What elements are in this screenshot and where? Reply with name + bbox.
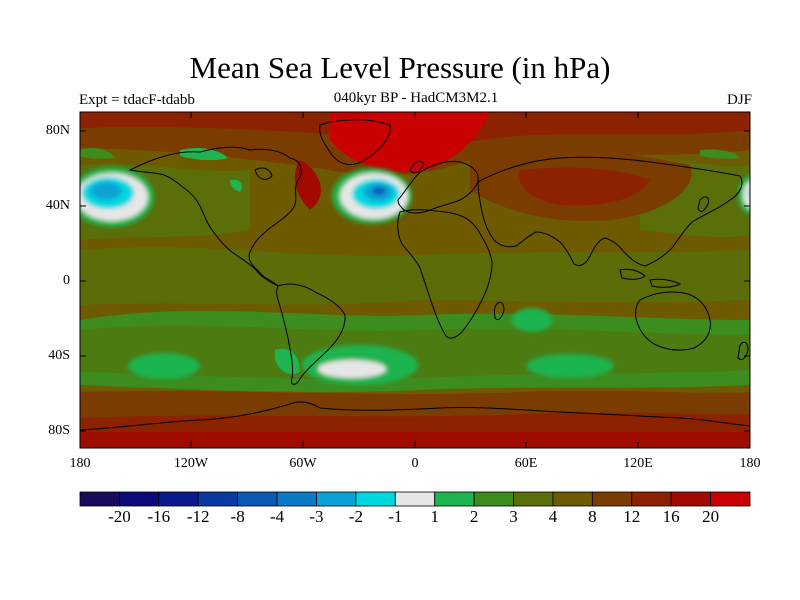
- colorbar-tick-label: 8: [588, 507, 597, 526]
- pressure-field: [80, 112, 750, 448]
- colorbar-tick-label: 20: [702, 507, 720, 526]
- lon-tick-180e: 180: [739, 456, 761, 471]
- colorbar-swatch: [473, 491, 514, 507]
- colorbar-tick-label: -4: [269, 507, 285, 526]
- colorbar-tick-label: 4: [548, 507, 558, 526]
- patch-patagonia: [275, 348, 300, 375]
- north-atlantic-low: [332, 168, 412, 224]
- coast-north-america: [128, 146, 302, 287]
- colorbar-swatch: [670, 491, 711, 507]
- lat-tick-80s: 80S: [48, 423, 70, 438]
- colorbar-tick-label: -3: [309, 507, 324, 526]
- lon-tick-120w: 120W: [173, 456, 209, 471]
- colorbar-tick-label: 3: [509, 507, 518, 526]
- coast-hudson-bay: [254, 167, 273, 180]
- coast-indonesia-2: [649, 278, 682, 288]
- lon-tick-120e: 120E: [623, 456, 653, 471]
- lat-tick-40s: 40S: [48, 348, 70, 363]
- colorbar-tick-label: 2: [469, 507, 479, 526]
- coast-japan: [697, 196, 709, 212]
- colorbar-tick-label: -12: [186, 507, 210, 526]
- season-label: DJF: [726, 92, 752, 108]
- colorbar-tick-label: 12: [623, 507, 641, 526]
- lat-tick-40n: 40N: [45, 198, 70, 213]
- axis-ticks: [80, 112, 750, 448]
- patch-alaska: [180, 147, 228, 161]
- coast-greenland: [319, 119, 391, 166]
- colorbar-swatch: [158, 491, 199, 507]
- lon-tick-180w: 180: [69, 456, 91, 471]
- field-greenland-high: [330, 112, 490, 173]
- patch-kamchatka: [700, 149, 740, 159]
- field-siberian-core: [519, 167, 650, 206]
- lat-tick-80n: 80N: [45, 123, 70, 138]
- colorbar-swatch: [710, 491, 751, 507]
- coast-africa: [397, 209, 493, 339]
- colorbar: [79, 491, 751, 507]
- colorbar-swatch: [552, 491, 593, 507]
- experiment-label: Expt = tdacF-tdabb: [79, 92, 195, 108]
- coast-antarctica: [80, 401, 750, 431]
- coast-uk: [409, 160, 425, 174]
- colorbar-tick-label: -20: [108, 507, 131, 526]
- colorbar-swatch: [355, 491, 396, 507]
- north-pacific-low-east-edge: [738, 175, 750, 215]
- colorbar-tick-label: -1: [388, 507, 403, 526]
- colorbar-tick-label: 1: [430, 507, 439, 526]
- patch-hudson: [230, 179, 242, 192]
- lat-tick-0: 0: [63, 273, 70, 288]
- colorbar-swatch: [434, 491, 475, 507]
- field-antarctic-strong: [80, 432, 750, 448]
- coast-australia: [635, 291, 711, 351]
- lon-tick-60w: 60W: [289, 456, 317, 471]
- figure-title: Mean Sea Level Pressure (in hPa): [189, 50, 611, 85]
- lon-tick-60e: 60E: [514, 456, 538, 471]
- coast-indonesia-1: [619, 268, 646, 280]
- coast-madagascar: [493, 301, 505, 321]
- north-pacific-low: [80, 167, 154, 227]
- coastlines: [80, 119, 750, 431]
- colorbar-tick-label: -16: [147, 507, 171, 526]
- colorbar-swatch: [394, 491, 436, 507]
- subtitle: 040kyr BP - HadCM3M2.1: [333, 90, 499, 106]
- colorbar-tick-label: -2: [348, 507, 363, 526]
- colorbar-swatch: [631, 491, 672, 507]
- lon-tick-0: 0: [411, 456, 419, 471]
- coast-south-america: [276, 283, 346, 385]
- coast-new-zealand: [737, 341, 749, 361]
- south-atlantic-low: [302, 345, 418, 385]
- field-tropical-band: [80, 247, 750, 305]
- coast-asia: [477, 156, 743, 267]
- indian-ocean-low: [512, 308, 614, 378]
- colorbar-swatch: [119, 491, 160, 507]
- colorbar-swatch: [513, 491, 554, 507]
- colorbar-swatch: [197, 491, 239, 507]
- colorbar-tick-label: 16: [662, 507, 680, 526]
- colorbar-swatch: [237, 491, 278, 507]
- colorbar-swatch: [591, 491, 633, 507]
- colorbar-swatch: [316, 491, 357, 507]
- patch-bering: [80, 147, 115, 159]
- south-pacific-low: [128, 353, 200, 379]
- colorbar-swatch: [276, 491, 317, 507]
- colorbar-swatch: [79, 491, 120, 507]
- colorbar-tick-label: -8: [230, 507, 245, 526]
